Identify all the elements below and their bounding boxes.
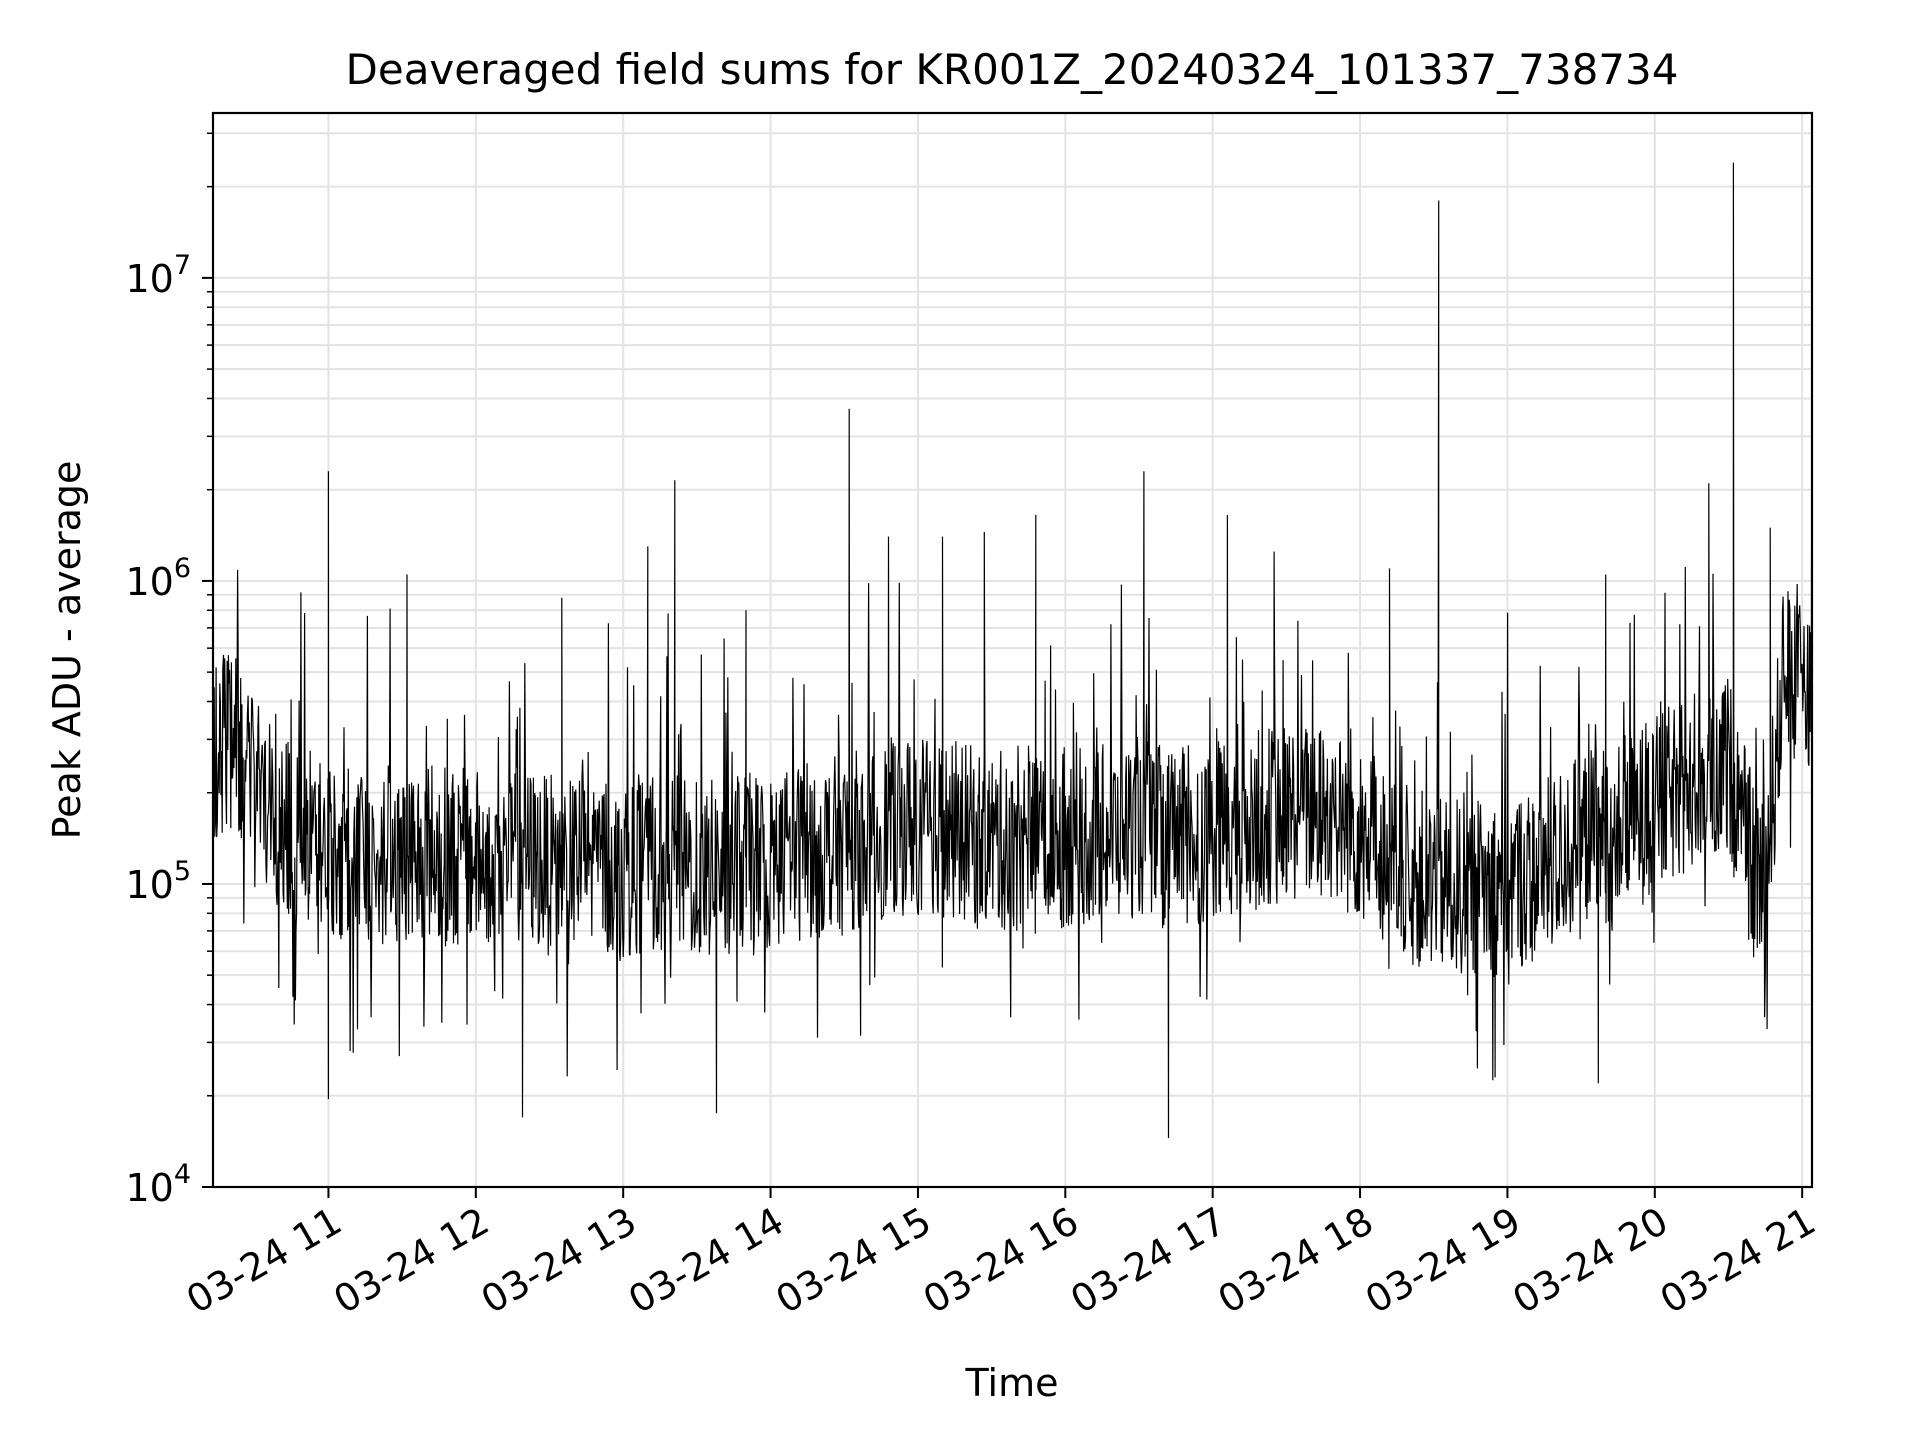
y-tick-label: 107 xyxy=(125,250,191,301)
y-tick-label: 106 xyxy=(125,553,191,604)
chart-title: Deaveraged field sums for KR001Z_2024032… xyxy=(346,45,1679,94)
y-tick-label: 104 xyxy=(125,1159,191,1210)
axes-frame xyxy=(211,111,1814,1189)
plot-area xyxy=(213,162,1812,1139)
x-axis-label: Time xyxy=(965,1361,1059,1405)
y-tick-label: 105 xyxy=(125,856,191,907)
y-axis: 104 105 106 107 xyxy=(125,132,213,1210)
series-line xyxy=(213,162,1812,1139)
y-axis-label: Peak ADU - average xyxy=(45,461,89,840)
